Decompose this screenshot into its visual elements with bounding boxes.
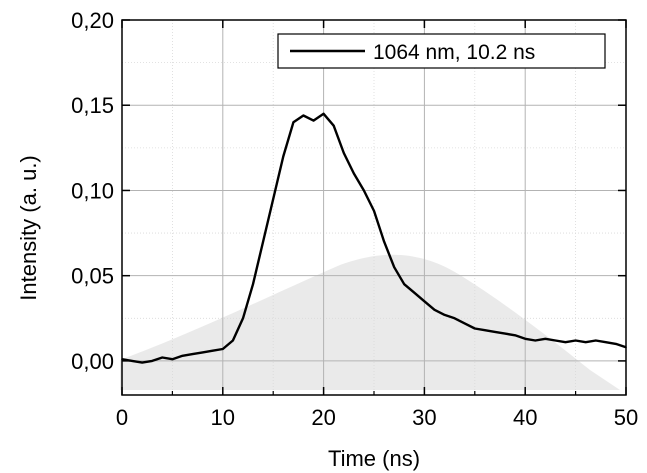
data-point [574, 339, 577, 342]
data-point [605, 341, 607, 343]
data-point [544, 337, 547, 340]
tick-labels: 0 10 20 30 40 50 0,00 0,05 0,10 0,15 0,20 [71, 8, 638, 430]
data-point [252, 283, 254, 286]
data-point [403, 283, 406, 286]
data-point [534, 339, 537, 342]
data-point [322, 112, 325, 115]
data-point [222, 348, 224, 350]
y-tick-label: 0,00 [71, 349, 114, 374]
y-tick-label: 0,10 [71, 178, 114, 203]
data-point [312, 119, 315, 122]
data-point [161, 356, 164, 359]
data-point [393, 266, 395, 268]
data-point [353, 172, 355, 175]
data-point [121, 358, 123, 361]
data-point [433, 308, 436, 311]
data-point [423, 300, 426, 303]
data-point [443, 314, 446, 316]
axis-ticks [121, 19, 627, 395]
x-axis-title: Time (ns) [328, 446, 420, 471]
data-point [373, 210, 375, 212]
data-point [594, 339, 597, 342]
data-point [141, 361, 143, 364]
data-point [232, 339, 234, 342]
data-point [342, 152, 345, 154]
data-point [554, 339, 557, 342]
data-point [615, 343, 617, 345]
data-point [625, 346, 627, 349]
data-point [494, 331, 496, 333]
data-point [463, 322, 466, 325]
data-point [171, 358, 174, 361]
data-point [282, 155, 285, 158]
data-point [201, 351, 204, 354]
x-tick-label: 10 [211, 405, 235, 430]
data-point [383, 240, 385, 243]
data-point [292, 121, 295, 124]
y-tick-label: 0,05 [71, 264, 114, 289]
data-point [131, 360, 133, 362]
data-point [242, 317, 244, 320]
data-point [413, 291, 416, 294]
data-point [453, 317, 456, 320]
legend-label: 1064 nm, 10.2 ns [373, 41, 535, 64]
x-tick-label: 30 [412, 405, 436, 430]
y-tick-label: 0,15 [71, 93, 114, 118]
data-point [302, 114, 305, 117]
data-point [514, 334, 516, 337]
data-point [524, 337, 526, 340]
y-tick-label: 0,20 [71, 8, 114, 33]
data-point [272, 198, 275, 200]
x-tick-label: 20 [311, 405, 335, 430]
y-axis-title: Intensity (a. u.) [16, 155, 41, 301]
data-point [191, 353, 194, 355]
data-point [363, 189, 365, 192]
data-point [181, 354, 184, 357]
data-point [584, 341, 587, 343]
x-tick-label: 50 [614, 405, 638, 430]
data-point [484, 329, 486, 332]
watermark-shape [120, 254, 620, 390]
data-point [332, 124, 335, 127]
x-tick-label: 40 [513, 405, 537, 430]
data-point [211, 349, 214, 352]
data-point [474, 327, 476, 330]
series-points [121, 112, 627, 364]
data-point [151, 360, 154, 362]
data-point [564, 341, 567, 343]
data-point [262, 240, 264, 243]
x-tick-label: 0 [116, 405, 128, 430]
data-point [504, 332, 506, 335]
legend: 1064 nm, 10.2 ns [277, 33, 606, 69]
